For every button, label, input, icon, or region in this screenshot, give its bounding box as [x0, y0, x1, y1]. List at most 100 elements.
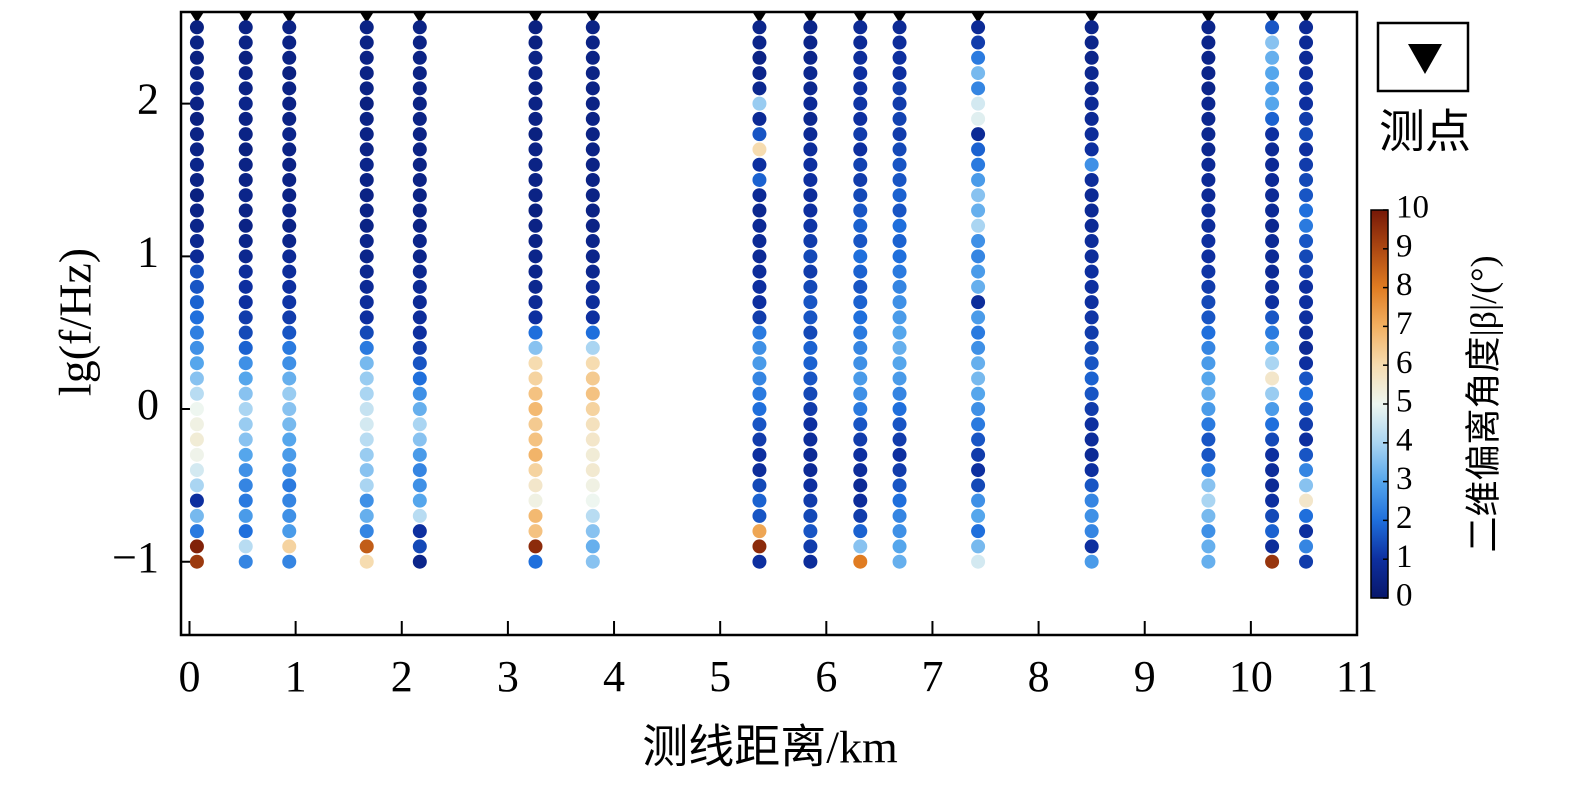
phase-tensor — [1265, 66, 1280, 81]
phase-tensor — [1299, 66, 1314, 81]
phase-tensor — [238, 402, 253, 417]
phase-tensor — [1201, 35, 1216, 50]
phase-tensor — [1201, 234, 1216, 249]
x-tick-label: 0 — [178, 652, 200, 701]
phase-tensor — [1299, 356, 1314, 371]
phase-tensor — [1265, 371, 1280, 386]
phase-tensor — [892, 325, 907, 340]
phase-tensor — [238, 66, 253, 81]
phase-tensor — [238, 81, 253, 96]
phase-tensor — [528, 264, 543, 279]
phase-tensor — [971, 96, 986, 111]
phase-tensor — [1201, 371, 1216, 386]
phase-tensor — [238, 127, 253, 142]
phase-tensor — [282, 142, 297, 157]
phase-tensor — [752, 96, 767, 111]
phase-tensor — [971, 203, 986, 218]
phase-tensor — [803, 539, 818, 554]
phase-tensor — [359, 66, 374, 81]
phase-tensor — [359, 417, 374, 432]
phase-tensor — [1084, 188, 1099, 203]
phase-tensor — [412, 295, 427, 310]
phase-tensor — [971, 81, 986, 96]
phase-tensor — [803, 417, 818, 432]
phase-tensor — [892, 356, 907, 371]
phase-tensor — [359, 172, 374, 187]
phase-tensor — [238, 432, 253, 447]
phase-tensor — [1299, 172, 1314, 187]
phase-tensor — [585, 188, 600, 203]
phase-tensor — [238, 539, 253, 554]
phase-tensor — [412, 508, 427, 523]
phase-tensor — [585, 157, 600, 172]
phase-tensor — [892, 371, 907, 386]
colorbar-tick-label: 10 — [1396, 190, 1429, 226]
station-marker — [359, 12, 374, 23]
phase-tensor — [1299, 402, 1314, 417]
phase-tensor — [238, 386, 253, 401]
phase-tensor — [1084, 417, 1099, 432]
phase-tensor — [238, 188, 253, 203]
colorbar-tick-label: 2 — [1396, 500, 1413, 536]
phase-tensor — [412, 50, 427, 65]
phase-tensor — [892, 66, 907, 81]
phase-tensor — [752, 127, 767, 142]
phase-tensor — [971, 463, 986, 478]
phase-tensor — [892, 279, 907, 294]
phase-tensor — [585, 417, 600, 432]
phase-tensor — [359, 386, 374, 401]
colorbar-tick-label: 5 — [1396, 384, 1413, 420]
phase-tensor — [803, 20, 818, 35]
phase-tensor — [971, 356, 986, 371]
phase-tensor — [412, 20, 427, 35]
phase-tensor — [359, 264, 374, 279]
phase-tensor — [1299, 340, 1314, 355]
phase-tensor — [971, 50, 986, 65]
phase-tensor — [1084, 218, 1099, 233]
phase-tensor — [585, 81, 600, 96]
phase-tensor — [853, 432, 868, 447]
phase-tensor — [1299, 218, 1314, 233]
phase-tensor — [752, 432, 767, 447]
phase-tensor — [585, 493, 600, 508]
phase-tensor — [1084, 264, 1099, 279]
phase-tensor — [752, 524, 767, 539]
phase-tensor — [189, 371, 204, 386]
phase-tensor — [1201, 493, 1216, 508]
phase-tensor — [803, 295, 818, 310]
phase-tensor — [585, 127, 600, 142]
phase-tensor — [238, 371, 253, 386]
phase-tensor — [412, 325, 427, 340]
phase-tensor — [1201, 249, 1216, 264]
phase-tensor — [1265, 478, 1280, 493]
phase-tensor — [282, 386, 297, 401]
phase-tensor — [1265, 157, 1280, 172]
phase-tensor — [189, 264, 204, 279]
phase-tensor — [1265, 463, 1280, 478]
phase-tensor — [1084, 463, 1099, 478]
phase-tensor — [359, 81, 374, 96]
phase-tensor — [238, 20, 253, 35]
phase-tensor — [238, 218, 253, 233]
phase-tensor — [528, 371, 543, 386]
phase-tensor — [752, 249, 767, 264]
phase-tensor — [189, 96, 204, 111]
colorbar-tick-label: 0 — [1396, 578, 1413, 614]
station-marker — [1084, 12, 1099, 23]
phase-tensor — [1084, 447, 1099, 462]
phase-tensor — [359, 218, 374, 233]
phase-tensor — [359, 188, 374, 203]
phase-tensor — [359, 402, 374, 417]
phase-tensor — [853, 447, 868, 462]
phase-tensor — [1265, 493, 1280, 508]
phase-tensor — [1084, 35, 1099, 50]
phase-tensor — [1201, 142, 1216, 157]
phase-tensor — [189, 386, 204, 401]
phase-tensor — [853, 188, 868, 203]
station-marker — [585, 12, 600, 23]
phase-tensor — [412, 142, 427, 157]
phase-tensor — [528, 508, 543, 523]
phase-tensor — [1201, 188, 1216, 203]
phase-tensor — [803, 447, 818, 462]
phase-tensor — [412, 157, 427, 172]
